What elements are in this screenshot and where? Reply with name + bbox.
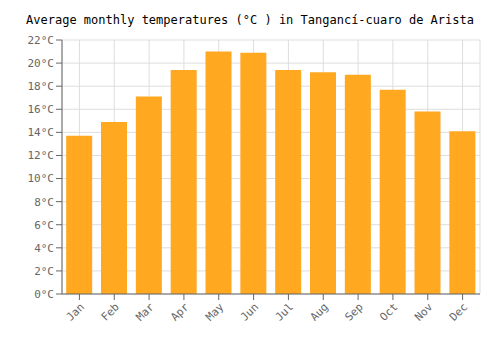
svg-text:Dec: Dec xyxy=(447,300,470,323)
svg-text:Jun: Jun xyxy=(238,300,261,323)
svg-text:10°C: 10°C xyxy=(28,172,55,185)
svg-text:Feb: Feb xyxy=(99,300,122,323)
svg-text:2°C: 2°C xyxy=(34,265,54,278)
html-text:Average monthly temperatures (: Average monthly temperatures (°C ) in Ta… xyxy=(26,13,474,27)
svg-text:Nov: Nov xyxy=(412,300,436,324)
svg-text:4°C: 4°C xyxy=(34,242,54,255)
svg-text:6°C: 6°C xyxy=(34,219,54,232)
svg-text:Apr: Apr xyxy=(168,300,192,324)
svg-text:22°C: 22°C xyxy=(28,34,55,47)
svg-text:0°C: 0°C xyxy=(34,288,54,301)
svg-text:Mar: Mar xyxy=(133,300,157,324)
svg-text:May: May xyxy=(203,300,227,324)
svg-text:20°C: 20°C xyxy=(28,57,55,70)
svg-text:16°C: 16°C xyxy=(28,103,55,116)
svg-text:18°C: 18°C xyxy=(28,80,55,93)
svg-text:Jul: Jul xyxy=(273,300,296,323)
svg-text:Sep: Sep xyxy=(342,300,365,323)
svg-text:12°C: 12°C xyxy=(28,149,55,162)
svg-text:Oct: Oct xyxy=(377,300,400,323)
svg-text:Jan: Jan xyxy=(64,300,87,323)
svg-text:Aug: Aug xyxy=(308,300,331,323)
svg-text:8°C: 8°C xyxy=(34,196,54,209)
svg-text:14°C: 14°C xyxy=(28,126,55,139)
